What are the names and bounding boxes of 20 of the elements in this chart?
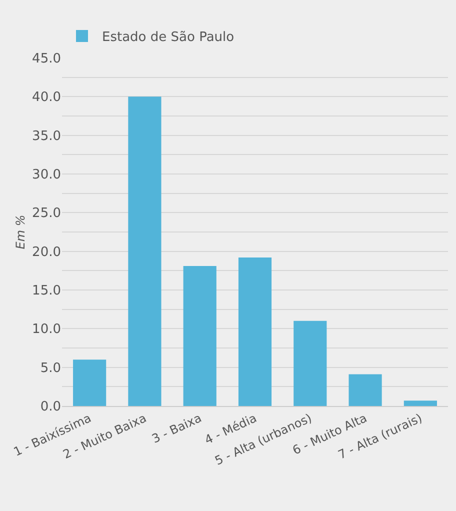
y-tick-label: 0.0 bbox=[40, 400, 61, 415]
y-tick-label: 45.0 bbox=[32, 52, 61, 67]
bar bbox=[73, 360, 106, 406]
y-tick-label: 20.0 bbox=[32, 244, 61, 260]
y-tick-label: 10.0 bbox=[32, 322, 61, 338]
bar bbox=[404, 400, 437, 406]
y-tick-label: 40.0 bbox=[32, 90, 61, 106]
y-tick-label: 5.0 bbox=[40, 360, 61, 376]
y-tick-label: 15.0 bbox=[32, 284, 61, 299]
bar bbox=[128, 96, 162, 406]
legend-label: Estado de São Paulo bbox=[102, 30, 234, 46]
bar bbox=[294, 320, 327, 406]
y-tick-label: 35.0 bbox=[32, 128, 61, 144]
y-tick-label: 25.0 bbox=[32, 206, 61, 222]
y-tick-label: 30.0 bbox=[32, 168, 61, 183]
x-tick-label: 3 - Baixa bbox=[150, 410, 204, 446]
bar bbox=[238, 258, 272, 406]
bar bbox=[183, 266, 216, 406]
bar bbox=[348, 374, 382, 406]
y-axis-title: Em % bbox=[13, 214, 28, 250]
